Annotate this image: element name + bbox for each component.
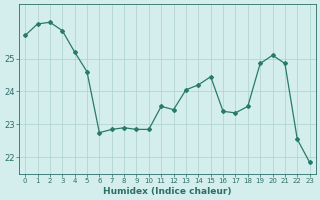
- X-axis label: Humidex (Indice chaleur): Humidex (Indice chaleur): [103, 187, 232, 196]
